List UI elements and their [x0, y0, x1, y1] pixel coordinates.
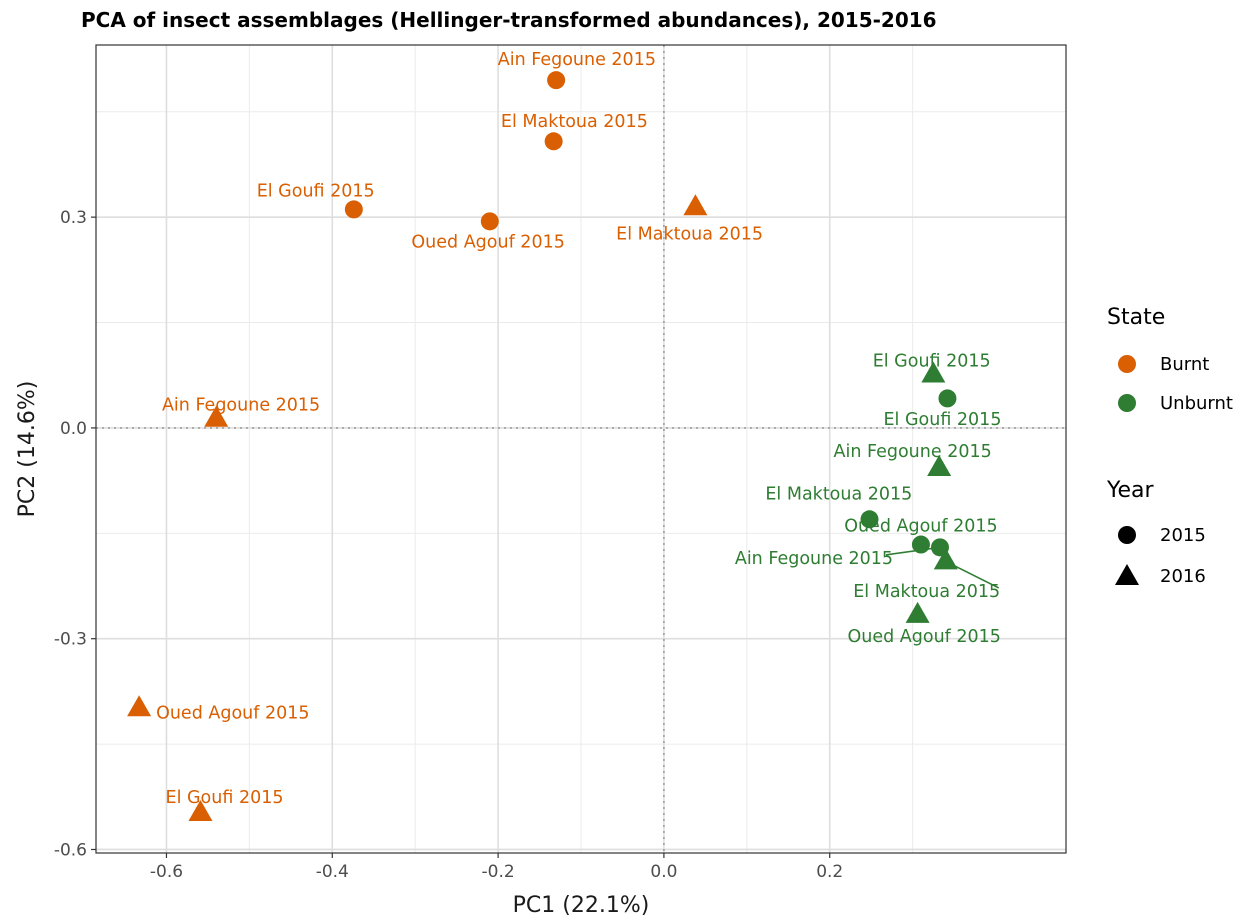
- x-tick-label: 0.0: [650, 862, 677, 882]
- x-axis-ticks: -0.6 -0.4 -0.2 0.0 0.2: [150, 853, 843, 882]
- data-point: [480, 212, 499, 231]
- point-label: El Goufi 2015: [883, 410, 1001, 430]
- y-tick-label: 0.0: [60, 419, 87, 439]
- legend-unburnt-label: Unburnt: [1160, 393, 1233, 414]
- point-labels: Ain Fegoune 2015 El Maktoua 2015 El Goufi …: [156, 50, 1001, 808]
- x-tick-label: -0.2: [482, 862, 515, 882]
- data-point: [860, 510, 879, 529]
- point-label: Oued Agouf 2015: [844, 517, 997, 537]
- y-tick-label: 0.3: [60, 208, 87, 228]
- point-label: Oued Agouf 2015: [411, 233, 564, 253]
- legend-state-title: State: [1107, 305, 1165, 330]
- data-point: [547, 71, 566, 90]
- point-label: Ain Fegoune 2015: [834, 442, 992, 462]
- x-axis-title: PC1 (22.1%): [513, 893, 650, 918]
- legend-2015-key: [1118, 526, 1136, 544]
- y-axis-ticks: -0.6 -0.3 0.0 0.3: [54, 208, 96, 860]
- data-points: [127, 71, 958, 821]
- point-label: Oued Agouf 2015: [156, 703, 309, 723]
- point-label: El Maktoua 2015: [853, 582, 1000, 602]
- chart-title: PCA of insect assemblages (Hellinger-tra…: [81, 8, 937, 32]
- data-point: [127, 695, 152, 717]
- point-label: El Maktoua 2015: [501, 112, 648, 132]
- point-label: El Goufi 2015: [257, 181, 375, 201]
- legend-burnt-label: Burnt: [1160, 354, 1209, 375]
- point-label: Ain Fegoune 2015: [735, 549, 893, 569]
- point-label: Ain Fegoune 2015: [498, 50, 656, 70]
- y-tick-label: -0.3: [54, 630, 87, 650]
- data-point: [905, 601, 930, 623]
- reference-lines: [96, 45, 1066, 853]
- y-tick-label: -0.6: [54, 840, 87, 860]
- plot-panel-border: [95, 44, 1067, 854]
- data-point: [683, 194, 708, 216]
- legend-2016-key: [1115, 564, 1139, 585]
- point-label: El Goufi 2015: [873, 351, 991, 371]
- legend-unburnt-key: [1118, 394, 1136, 412]
- legend: State Burnt Unburnt Year 2015 2016: [1106, 305, 1233, 587]
- legend-burnt-key: [1118, 355, 1136, 373]
- legend-2015-label: 2015: [1160, 525, 1206, 546]
- point-label: El Goufi 2015: [166, 788, 284, 808]
- legend-2016-label: 2016: [1160, 566, 1206, 587]
- x-tick-label: 0.2: [816, 862, 843, 882]
- data-point: [933, 548, 958, 570]
- point-label: Ain Fegoune 2015: [162, 396, 320, 416]
- data-point: [938, 389, 957, 408]
- data-point: [204, 405, 229, 427]
- data-point: [911, 535, 930, 554]
- data-point: [544, 132, 563, 151]
- point-label: El Maktoua 2015: [765, 484, 912, 504]
- point-label: Oued Agouf 2015: [848, 627, 1001, 647]
- x-tick-label: -0.6: [150, 862, 183, 882]
- data-point: [927, 454, 952, 476]
- data-point: [344, 200, 363, 219]
- y-axis-title: PC2 (14.6%): [15, 381, 40, 518]
- x-tick-label: -0.4: [316, 862, 349, 882]
- data-point: [921, 361, 946, 383]
- point-label: El Maktoua 2015: [616, 224, 763, 244]
- legend-year-title: Year: [1106, 478, 1155, 503]
- label-leader-line: [885, 546, 941, 556]
- data-point: [188, 799, 213, 821]
